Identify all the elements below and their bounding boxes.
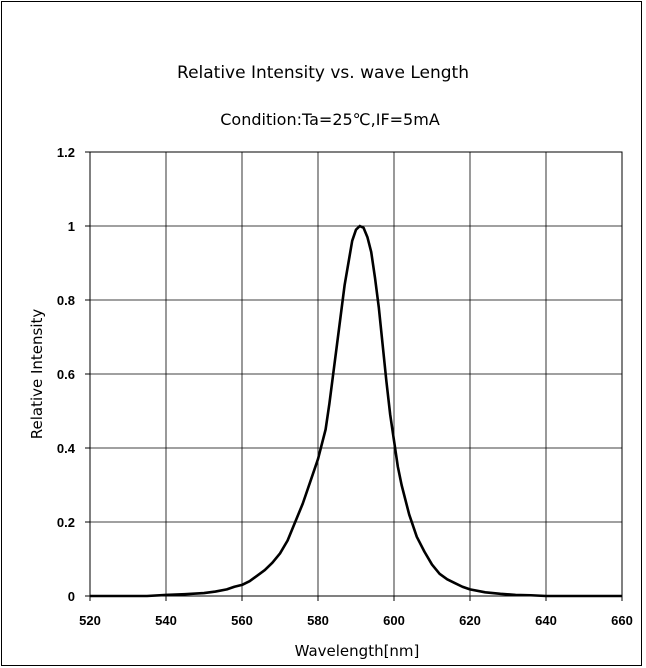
y-tick-layer: 0 0.2 0.4 0.6 0.8 1 1.2 [57,145,90,604]
y-tick-label: 1.2 [57,145,75,160]
x-tick-label: 520 [79,613,101,628]
y-tick-label: 0.4 [57,441,76,456]
relative-intensity-series-line [90,224,622,598]
x-tick-label: 540 [155,613,177,628]
y-tick-label: 0.2 [57,515,75,530]
x-tick-label: 620 [459,613,481,628]
chart-subtitle: Condition:Ta=25℃,IF=5mA [220,110,440,129]
x-tick-label: 560 [231,613,253,628]
y-tick-label: 0 [68,589,75,604]
x-tick-label: 660 [611,613,633,628]
x-tick-label: 640 [535,613,557,628]
y-tick-label: 0.8 [57,293,75,308]
plot-area-border [89,151,623,597]
x-tick-label: 600 [383,613,405,628]
chart-title: Relative Intensity vs. wave Length [177,63,469,83]
y-axis-label: Relative Intensity [28,309,46,440]
y-tick-label: 1 [68,219,75,234]
x-tick-layer: 520 540 560 580 600 620 640 660 [79,596,633,628]
x-tick-label: 580 [307,613,329,628]
y-tick-label: 0.6 [57,367,75,382]
grid-layer [89,151,623,597]
x-axis-label: Wavelength[nm] [295,642,420,660]
